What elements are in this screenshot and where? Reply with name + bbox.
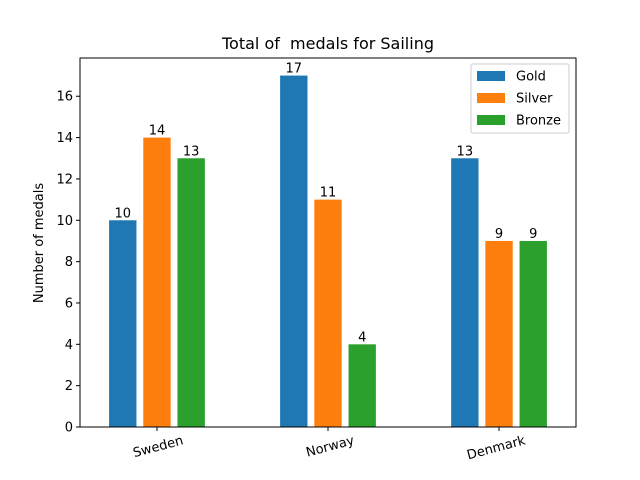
legend-label-gold: Gold — [516, 70, 546, 85]
y-tick-label: 2 — [65, 379, 73, 394]
value-label-bronze-norway: 4 — [358, 330, 366, 345]
value-label-bronze-denmark: 9 — [529, 227, 537, 242]
y-tick-label: 16 — [56, 90, 73, 105]
plot-area: 10 17 13 14 11 9 13 4 9 0 2 4 6 8 10 12 14 16 Sweden Norway… — [56, 57, 577, 463]
value-label-bronze-sweden: 13 — [183, 144, 200, 159]
y-tick-label: 10 — [56, 214, 73, 229]
y-tick-label: 4 — [65, 338, 73, 353]
value-label-gold-norway: 17 — [286, 62, 303, 77]
x-tick-label-norway: Norway — [305, 433, 357, 460]
legend: Gold Silver Bronze — [470, 63, 570, 134]
bar-gold-norway — [280, 75, 308, 428]
bar-silver-denmark — [485, 240, 513, 427]
value-label-silver-norway: 11 — [320, 186, 337, 201]
y-axis-label: Number of medals — [32, 183, 47, 304]
chart-title: Total of medals for Sailing — [221, 34, 434, 53]
bar-silver-norway — [314, 199, 342, 427]
x-tick-label-sweden: Sweden — [131, 433, 185, 461]
bar-silver-sweden — [143, 137, 171, 427]
bar-bronze-sweden — [177, 158, 205, 427]
y-tick-label: 6 — [65, 296, 73, 311]
y-tick-label: 8 — [65, 255, 73, 270]
bar-gold-sweden — [109, 220, 137, 427]
x-tick-label-denmark: Denmark — [465, 433, 527, 463]
legend-swatch-gold — [477, 71, 505, 81]
value-label-silver-denmark: 9 — [495, 227, 503, 242]
legend-label-silver: Silver — [516, 92, 553, 107]
legend-swatch-silver — [477, 93, 505, 103]
y-tick-label: 12 — [56, 172, 73, 187]
y-tick-label: 14 — [56, 131, 73, 146]
legend-label-bronze: Bronze — [516, 114, 561, 129]
bar-gold-denmark — [451, 158, 479, 427]
value-label-silver-sweden: 14 — [149, 124, 166, 139]
value-label-gold-sweden: 10 — [114, 206, 131, 221]
bar-bronze-denmark — [519, 240, 547, 427]
bar-bronze-norway — [348, 344, 376, 427]
value-label-gold-denmark: 13 — [457, 144, 474, 159]
legend-swatch-bronze — [477, 115, 505, 125]
y-tick-label: 0 — [65, 421, 73, 436]
